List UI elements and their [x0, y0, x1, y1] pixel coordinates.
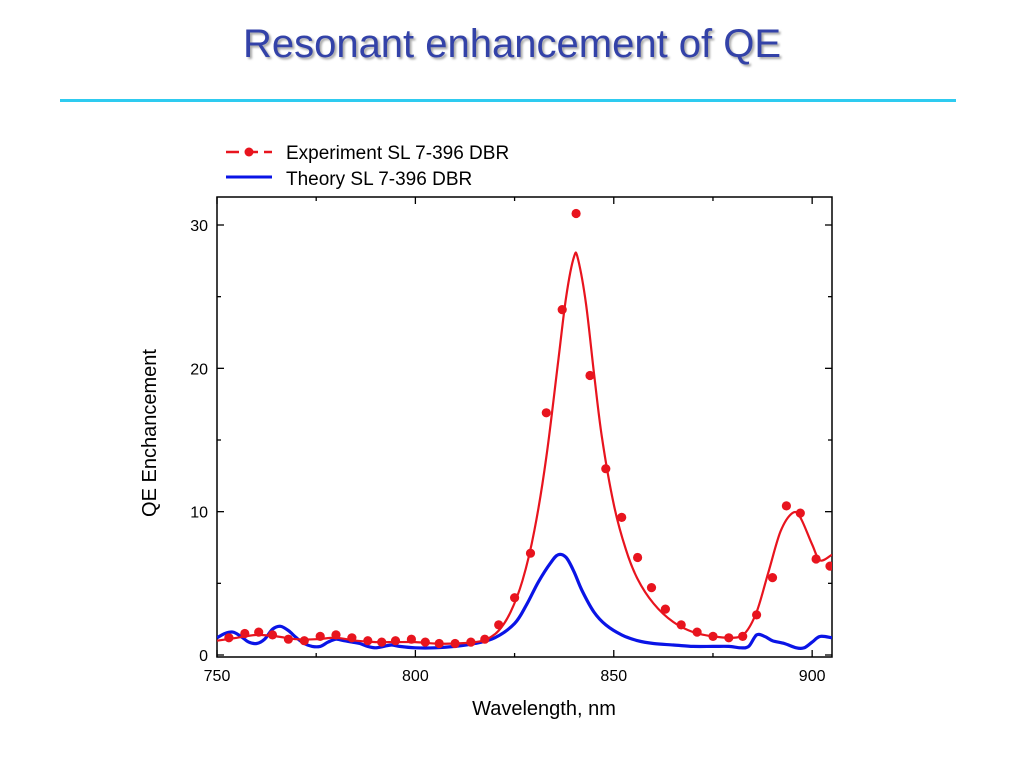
- data-point-experiment: [781, 501, 792, 511]
- data-point-experiment: [795, 508, 805, 518]
- series-line-experiment: [217, 251, 832, 645]
- data-point-experiment: [617, 512, 627, 523]
- data-point-experiment: [480, 634, 490, 644]
- title-divider: [60, 99, 956, 102]
- x-tick-label: 750: [204, 668, 231, 685]
- data-point-experiment: [420, 637, 430, 647]
- data-point-experiment: [525, 548, 536, 558]
- data-point-experiment: [585, 370, 595, 381]
- data-point-experiment: [240, 628, 250, 639]
- data-point-experiment: [571, 208, 581, 219]
- data-point-experiment: [283, 634, 293, 644]
- y-tick-label: 20: [190, 361, 208, 378]
- data-point-experiment: [434, 638, 444, 649]
- data-point-experiment: [692, 627, 702, 637]
- data-point-experiment: [676, 620, 686, 630]
- data-point-experiment: [254, 627, 264, 637]
- data-point-experiment: [347, 633, 357, 643]
- plot-area: [217, 208, 832, 651]
- axis-ticks: 750 800 850 900 0 10 20 30: [190, 197, 832, 685]
- legend-entry-experiment: Experiment SL 7-396 DBR: [226, 143, 509, 164]
- data-point-experiment: [299, 636, 309, 646]
- data-point-experiment: [825, 561, 832, 571]
- data-point-experiment: [509, 593, 520, 603]
- data-point-experiment: [811, 554, 821, 564]
- y-tick-label: 0: [199, 648, 208, 665]
- y-axis-title: QE Enchancement: [139, 349, 161, 517]
- data-point-experiment: [738, 631, 748, 642]
- series-line-theory: [217, 552, 832, 651]
- data-point-experiment: [450, 638, 460, 649]
- data-point-experiment: [724, 633, 734, 643]
- plot-frame: [216, 196, 833, 658]
- data-point-experiment: [267, 630, 278, 640]
- data-point-experiment: [557, 305, 567, 315]
- data-point-experiment: [315, 631, 325, 642]
- data-point-experiment: [224, 633, 234, 643]
- data-point-experiment: [646, 583, 657, 593]
- x-axis-title: Wavelength, nm: [472, 698, 616, 720]
- x-tick-label: 800: [402, 668, 429, 685]
- legend-label-theory: Theory SL 7-396 DBR: [286, 169, 472, 190]
- data-point-experiment: [377, 637, 387, 647]
- data-point-experiment: [660, 604, 671, 614]
- legend-experiment-marker-swatch: [244, 147, 254, 157]
- data-point-experiment: [541, 408, 551, 418]
- data-point-experiment: [601, 464, 611, 474]
- y-tick-label: 10: [190, 505, 208, 522]
- data-point-experiment: [752, 610, 762, 620]
- data-point-experiment: [494, 620, 504, 630]
- data-point-experiment: [633, 552, 643, 563]
- legend-entry-theory: Theory SL 7-396 DBR: [226, 169, 472, 190]
- slide-title: Resonant enhancement of QE: [242, 22, 782, 66]
- data-point-experiment: [390, 636, 401, 646]
- x-tick-label: 900: [799, 668, 826, 685]
- chart-legend: Experiment SL 7-396 DBR Theory SL 7-396 …: [226, 143, 509, 190]
- data-point-experiment: [406, 634, 416, 644]
- y-tick-label: 30: [190, 218, 208, 235]
- data-point-experiment: [331, 630, 341, 640]
- data-point-experiment: [466, 637, 476, 647]
- data-point-experiment: [767, 573, 778, 583]
- x-tick-label: 850: [600, 668, 627, 685]
- data-point-experiment: [708, 631, 718, 642]
- legend-label-experiment: Experiment SL 7-396 DBR: [286, 143, 509, 164]
- data-point-experiment: [363, 636, 373, 646]
